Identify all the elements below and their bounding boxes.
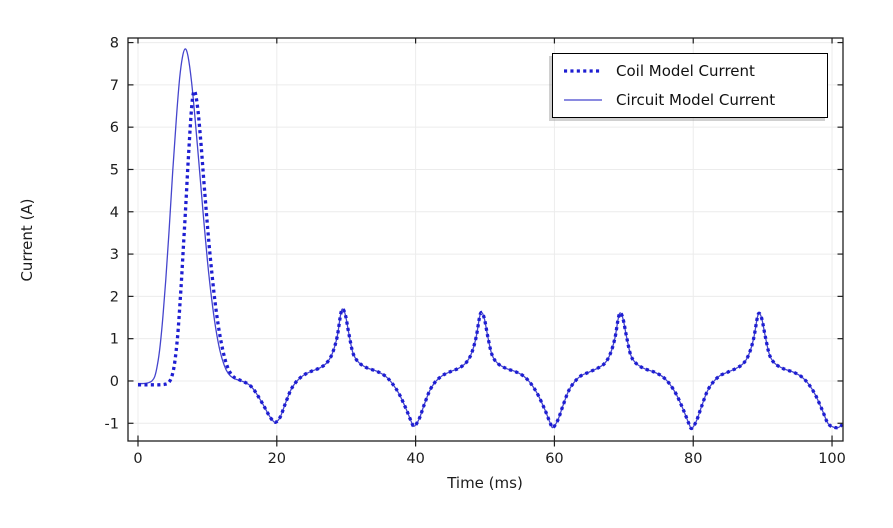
- axis-ticks: [128, 38, 843, 447]
- series-curves: [137, 48, 843, 431]
- y-tick-label: 5: [110, 162, 119, 178]
- tick-labels: 0 20 40 60 80 100 -1 0 1 2 3 4 5 6 7 8: [105, 36, 846, 467]
- x-tick-label: 80: [684, 451, 702, 467]
- legend-label-coil: Coil Model Current: [616, 62, 755, 80]
- x-tick-label: 100: [818, 451, 846, 467]
- series-coil-dotted: [138, 89, 843, 431]
- y-tick-label: 1: [110, 332, 119, 348]
- y-tick-label: 0: [110, 374, 119, 390]
- x-tick-label: 40: [406, 451, 424, 467]
- x-tick-label: 20: [268, 451, 286, 467]
- solid-line-sample-icon: [564, 99, 602, 101]
- y-tick-label: 3: [110, 247, 119, 263]
- x-axis-label: Time (ms): [447, 474, 523, 492]
- legend-item-circuit: Circuit Model Current: [553, 86, 827, 115]
- x-tick-label: 0: [133, 451, 142, 467]
- y-tick-label: 7: [110, 78, 119, 94]
- y-tick-label: -1: [105, 416, 119, 432]
- plot-frame: [127, 37, 844, 442]
- x-tick-label: 60: [545, 451, 563, 467]
- y-tick-label: 8: [110, 36, 119, 52]
- y-tick-label: 6: [110, 120, 119, 136]
- legend-box: Coil Model Current Circuit Model Current: [552, 53, 828, 118]
- y-tick-label: 4: [110, 205, 119, 221]
- y-tick-label: 2: [110, 289, 119, 305]
- dotted-line-sample-icon: [564, 69, 602, 73]
- y-axis-label: Current (A): [18, 198, 36, 282]
- legend-label-circuit: Circuit Model Current: [616, 91, 776, 109]
- legend-item-coil: Coil Model Current: [553, 57, 827, 86]
- gridlines: [128, 38, 843, 441]
